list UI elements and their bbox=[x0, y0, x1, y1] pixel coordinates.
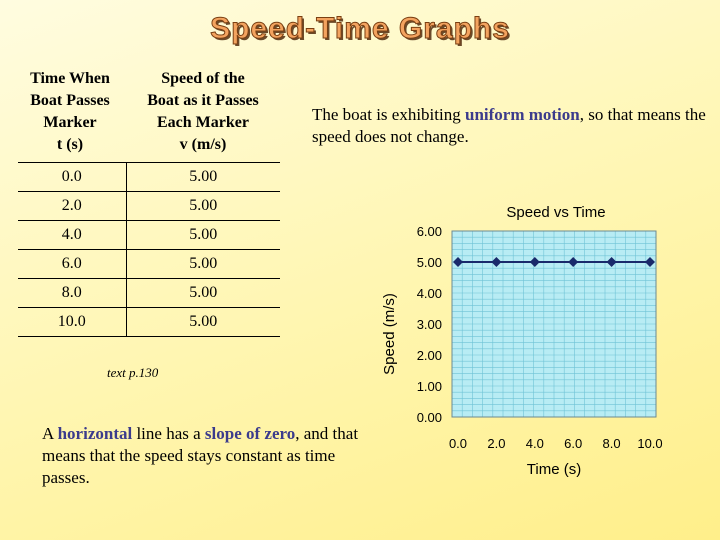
slope-note: A horizontal line has a slope of zero, a… bbox=[42, 424, 359, 487]
table-row: 8.0 5.00 bbox=[18, 278, 280, 308]
table-row: 4.0 5.00 bbox=[18, 220, 280, 250]
data-point bbox=[453, 257, 463, 267]
term-horizontal: horizontal bbox=[57, 424, 133, 443]
textbook-reference: text p.130 bbox=[107, 365, 159, 380]
data-point bbox=[568, 257, 579, 267]
data-point bbox=[606, 257, 617, 267]
x-tick-label: 0.0 bbox=[449, 436, 467, 451]
data-table: Time When Boat Passes Marker t (s) Speed… bbox=[18, 68, 280, 337]
y-axis-label: Speed (m/s) bbox=[381, 293, 398, 375]
y-tick-label: 3.00 bbox=[417, 317, 442, 332]
data-point bbox=[529, 257, 540, 267]
y-tick-label: 6.00 bbox=[417, 224, 442, 239]
x-axis-label: Time (s) bbox=[527, 461, 581, 478]
data-point bbox=[491, 257, 502, 267]
speed-unit: v (m/s) bbox=[179, 136, 227, 153]
page-title: Speed-Time Graphs bbox=[210, 12, 510, 46]
y-tick-label: 2.00 bbox=[417, 348, 442, 363]
y-tick-label: 1.00 bbox=[417, 379, 442, 394]
x-tick-label: 6.0 bbox=[564, 436, 582, 451]
table-row: 2.0 5.00 bbox=[18, 191, 280, 221]
speed-column-header: Speed of the Boat as it Passes Each Mark… bbox=[126, 68, 280, 163]
plot-border bbox=[451, 230, 657, 418]
x-tick-label: 10.0 bbox=[637, 436, 662, 451]
speed-time-chart: Speed vs Time 0.00 1.00 2.00 3.00 4.00 5.00 6.0… bbox=[381, 204, 663, 478]
y-tick-label: 0.00 bbox=[417, 410, 442, 425]
y-tick-label: 4.00 bbox=[417, 286, 442, 301]
x-tick-label: 2.0 bbox=[487, 436, 505, 451]
table-row: 0.0 5.00 bbox=[18, 162, 280, 192]
x-tick-label: 4.0 bbox=[526, 436, 544, 451]
term-uniform-motion: uniform motion bbox=[464, 105, 580, 124]
uniform-motion-note: The boat is exhibiting uniform motion, s… bbox=[312, 105, 706, 146]
time-column-header: Time When Boat Passes Marker t (s) bbox=[18, 68, 126, 163]
table-row: 10.0 5.00 bbox=[18, 307, 280, 337]
time-unit: t (s) bbox=[56, 136, 84, 153]
table-row: 6.0 5.00 bbox=[18, 249, 280, 279]
x-tick-label: 8.0 bbox=[603, 436, 621, 451]
term-slope-of-zero: slope of zero bbox=[204, 424, 296, 443]
chart-title: Speed vs Time bbox=[506, 204, 605, 221]
data-point bbox=[645, 257, 655, 267]
y-tick-label: 5.00 bbox=[417, 255, 442, 270]
